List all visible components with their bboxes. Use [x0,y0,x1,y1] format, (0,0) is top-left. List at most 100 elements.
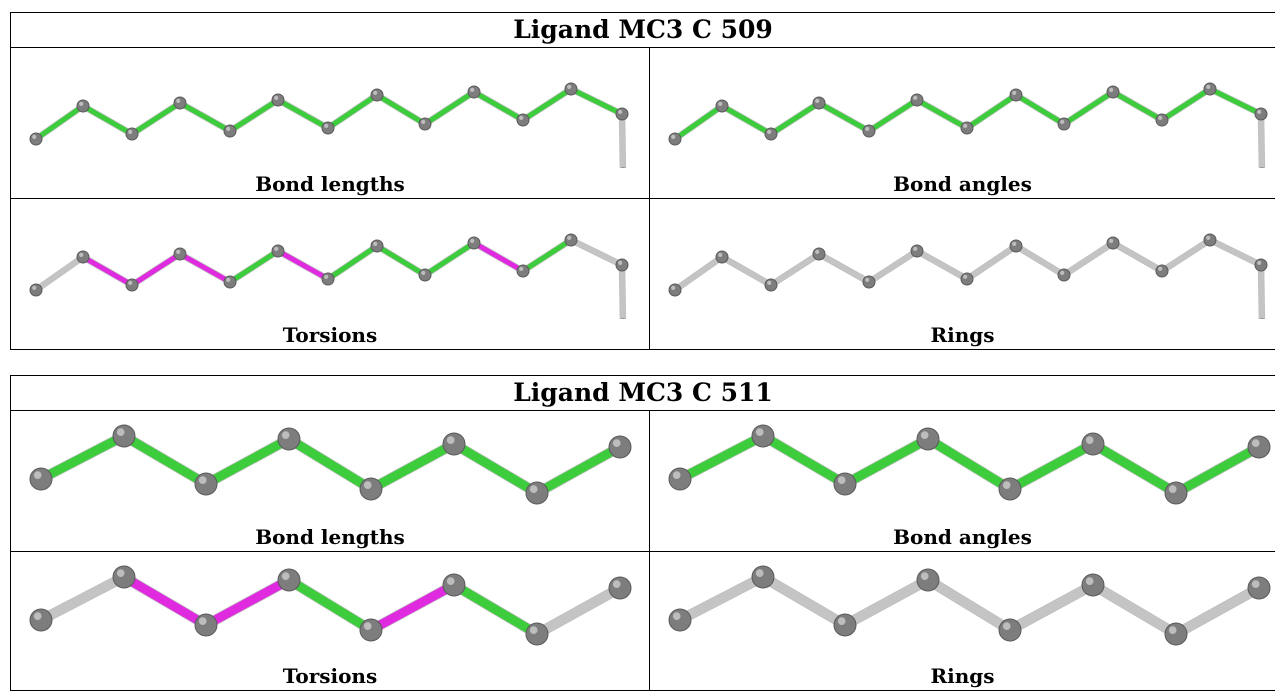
atom [419,269,431,281]
bond [722,106,771,134]
bond [571,240,622,265]
bond [454,444,537,493]
atom-highlight [815,250,819,254]
molecule-image [11,552,649,660]
atom [1204,234,1216,246]
bond [206,439,289,484]
panel-bond-lengths: Bond lengths [11,411,650,551]
atom [669,468,691,490]
atom [272,94,284,106]
atom [609,577,631,599]
bond [1162,240,1210,271]
bond [537,447,620,493]
atom [752,566,774,588]
atom [1107,86,1119,98]
bond [328,246,377,279]
atom-highlight [1060,271,1064,275]
bond [1010,585,1093,630]
atom-highlight [32,135,36,139]
atom [224,276,236,288]
atom-highlight [282,572,290,580]
molecule-image [11,199,649,319]
atom-highlight [34,471,42,479]
bond [819,254,869,282]
atom-highlight [756,428,764,436]
bond [230,100,278,131]
atom-highlight [1169,626,1177,634]
atom-highlight [324,275,328,279]
atom [669,609,691,631]
atom [419,118,431,130]
bond [474,243,523,271]
molecule-image [650,48,1275,168]
bond [680,436,763,479]
atom-highlight [176,250,180,254]
atom [961,273,973,285]
bond [1261,114,1262,168]
atom [616,259,628,271]
atom-highlight [1206,85,1210,89]
atom-highlight [815,99,819,103]
atom-highlight [921,572,929,580]
atom-highlight [1109,88,1113,92]
atom [526,623,548,645]
atom-highlight [199,476,207,484]
bond [328,95,377,128]
bond [1093,444,1176,493]
bond [289,580,371,630]
bond [425,92,474,124]
atom-highlight [673,612,681,620]
atom-highlight [567,236,571,240]
atom [863,276,875,288]
atom [834,614,856,636]
bond [771,254,819,285]
bond [41,577,124,620]
ligand-table-511: Ligand MC3 C 511 Bond lengths Bond angle… [10,375,1275,691]
atom [224,125,236,137]
atom-highlight [718,253,722,257]
atom-highlight [1109,239,1113,243]
bond [180,103,230,131]
atom-highlight [79,102,83,106]
atom-highlight [1060,120,1064,124]
bond [967,246,1016,279]
atom-highlight [756,569,764,577]
atom-highlight [364,481,372,489]
panel-bond-angles: Bond angles [650,411,1275,551]
bond [771,103,819,134]
atom-highlight [117,569,125,577]
atom [961,122,973,134]
atom [609,436,631,458]
atom [322,122,334,134]
atom [126,279,138,291]
atom [468,237,480,249]
atom-highlight [128,281,132,285]
panel-label: Bond angles [650,172,1275,196]
atom [30,133,42,145]
atom-highlight [421,120,425,124]
atom [1165,623,1187,645]
bond [377,246,425,275]
atom [195,473,217,495]
bond [206,580,289,625]
molecule-image [650,199,1275,319]
atom-highlight [519,267,523,271]
atom [1156,114,1168,126]
atom-highlight [838,476,846,484]
molecule-image [650,552,1275,660]
bond [537,588,620,634]
atom-highlight [1086,436,1094,444]
atom [1082,574,1104,596]
atom-highlight [767,281,771,285]
bond [675,106,722,139]
atom [765,128,777,140]
bond [869,251,917,282]
bond [1162,89,1210,120]
atom [911,245,923,257]
panel-label: Rings [650,664,1275,688]
atom-highlight [274,96,278,100]
atom-highlight [618,261,622,265]
bond [763,436,845,484]
atom [813,248,825,260]
bond [763,577,845,625]
